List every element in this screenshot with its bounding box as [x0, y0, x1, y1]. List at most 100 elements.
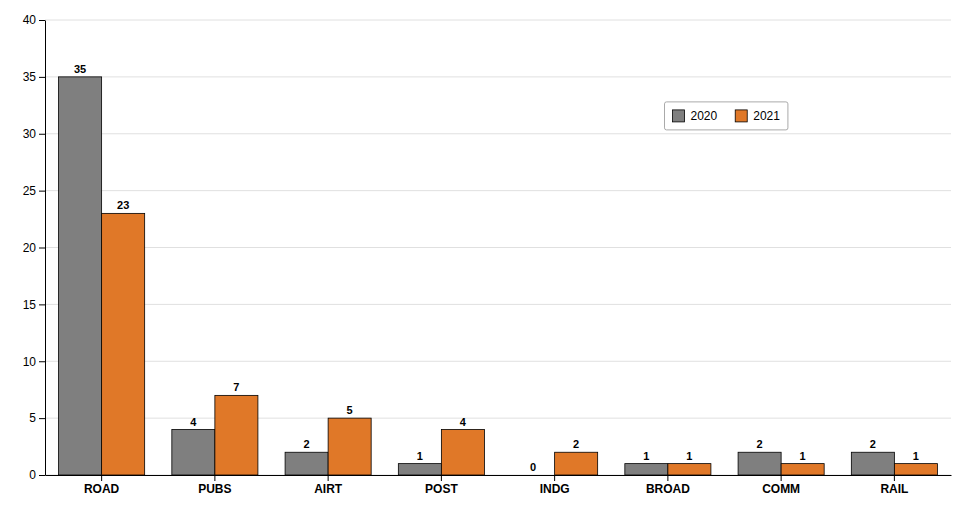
bars — [59, 77, 938, 475]
y-tick-mark — [39, 475, 45, 476]
y-tick: 5 — [29, 411, 45, 425]
data-label: 2 — [757, 438, 763, 450]
x-tick-label: POST — [425, 482, 458, 496]
x-tick: BROAD — [646, 475, 690, 496]
chart: 0510152025303540ROADPUBSAIRTPOSTINDGBROA… — [0, 0, 971, 515]
y-tick-label: 15 — [23, 298, 37, 312]
bar — [781, 464, 824, 475]
legend-item: 2020 — [673, 109, 718, 123]
x-tick-mark — [554, 475, 555, 481]
y-tick-mark — [39, 134, 45, 135]
data-label: 1 — [800, 450, 806, 462]
grid-line — [45, 190, 951, 191]
bar — [285, 452, 328, 475]
bar — [215, 395, 258, 475]
x-tick-label: COMM — [762, 482, 800, 496]
x-tick-mark — [101, 475, 102, 481]
legend-swatch — [735, 110, 747, 122]
y-tick-label: 20 — [23, 241, 37, 255]
y-tick-mark — [39, 77, 45, 78]
bar — [512, 475, 555, 476]
grid-line — [45, 133, 951, 134]
data-label: 7 — [233, 381, 239, 393]
x-tick: AIRT — [314, 475, 343, 496]
x-tick-mark — [781, 475, 782, 481]
y-tick-mark — [39, 418, 45, 419]
grid-line — [45, 247, 951, 248]
x-tick: ROAD — [84, 475, 120, 496]
y-tick-label: 40 — [23, 13, 37, 27]
y-tick-label: 10 — [23, 355, 37, 369]
y-tick-label: 0 — [29, 468, 36, 482]
bar — [668, 464, 711, 475]
bar — [625, 464, 668, 475]
data-label: 1 — [643, 450, 649, 462]
bar-series — [102, 213, 938, 475]
x-tick: POST — [425, 475, 458, 496]
bar — [441, 430, 484, 476]
data-label: 23 — [117, 199, 129, 211]
data-label: 0 — [530, 461, 536, 473]
data-label: 1 — [686, 450, 692, 462]
data-label: 2 — [304, 438, 310, 450]
bar — [328, 418, 371, 475]
x-tick-mark — [328, 475, 329, 481]
y-tick: 0 — [29, 468, 45, 482]
y-tick: 25 — [23, 184, 45, 198]
x-tick-label: INDG — [540, 482, 570, 496]
data-label: 4 — [460, 416, 467, 428]
bar — [555, 452, 598, 475]
data-label: 2 — [870, 438, 876, 450]
grid-line — [45, 304, 951, 305]
y-tick-label: 5 — [29, 411, 36, 425]
x-tick-label: ROAD — [84, 482, 120, 496]
y-tick: 30 — [23, 127, 45, 141]
legend: 2020 2021 — [665, 102, 788, 130]
data-labels: 35 4 2 1 0 1 2 2 23 7 5 4 2 1 1 1 — [74, 63, 919, 473]
bar — [102, 213, 145, 475]
x-tick-label: PUBS — [198, 482, 231, 496]
data-label: 35 — [74, 63, 86, 75]
x-tick-label: BROAD — [646, 482, 690, 496]
legend-label: 2021 — [753, 109, 780, 123]
y-tick: 40 — [23, 13, 45, 27]
y-tick: 10 — [23, 355, 45, 369]
bar — [59, 77, 102, 475]
x-tick: COMM — [762, 475, 800, 496]
bar-series — [59, 77, 895, 475]
y-tick-mark — [39, 20, 45, 21]
y-tick-label: 30 — [23, 127, 37, 141]
y-tick-mark — [39, 191, 45, 192]
bar — [738, 452, 781, 475]
data-label: 2 — [573, 438, 579, 450]
data-label: 4 — [190, 416, 197, 428]
y-axis-line — [45, 21, 46, 476]
grid — [45, 20, 951, 475]
y-tick-label: 35 — [23, 70, 37, 84]
y-tick-mark — [39, 248, 45, 249]
grid-line — [45, 20, 951, 21]
data-label: 1 — [417, 450, 423, 462]
x-tick: RAIL — [880, 475, 908, 496]
x-tick-mark — [667, 475, 668, 481]
legend-swatch — [673, 110, 685, 122]
data-label: 5 — [347, 404, 353, 416]
grid-line — [45, 76, 951, 77]
y-tick-mark — [39, 304, 45, 305]
x-tick-mark — [441, 475, 442, 481]
bar — [851, 452, 894, 475]
y-axis: 0 5 10 15 20 25 30 35 40 — [23, 13, 46, 482]
legend-label: 2020 — [691, 109, 718, 123]
x-tick-mark — [214, 475, 215, 481]
x-tick: PUBS — [198, 475, 231, 496]
grid-line — [45, 418, 951, 419]
x-tick-label: AIRT — [314, 482, 343, 496]
legend-frame — [665, 102, 788, 130]
y-tick-label: 25 — [23, 184, 37, 198]
data-label: 1 — [913, 450, 919, 462]
y-tick: 15 — [23, 298, 45, 312]
plot: 0510152025303540ROADPUBSAIRTPOSTINDGBROA… — [23, 13, 952, 495]
x-tick-label: RAIL — [880, 482, 908, 496]
bar — [172, 430, 215, 476]
x-tick: INDG — [540, 475, 570, 496]
